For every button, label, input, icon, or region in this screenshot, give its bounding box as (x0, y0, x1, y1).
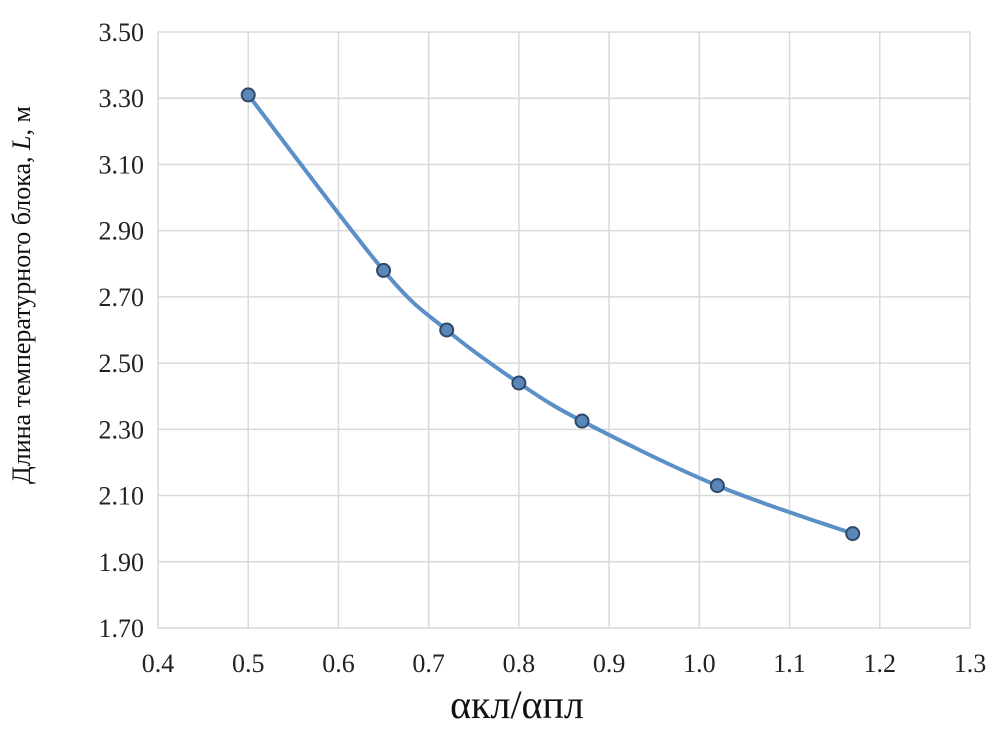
data-point (439, 322, 455, 338)
grid (157, 31, 971, 629)
series-group (240, 87, 861, 542)
y-axis-title-variable: L (7, 135, 36, 150)
y-tick-label: 2.50 (99, 349, 145, 378)
y-tick-labels: 1.70 1.90 2.10 2.30 2.50 2.70 2.90 3.10 3.30 3.50 (99, 18, 145, 643)
x-tick-label: 1.3 (954, 649, 987, 678)
x-tick-label: 1.0 (683, 649, 716, 678)
data-point (240, 87, 256, 103)
data-point (511, 375, 527, 391)
y-tick-label: 2.70 (99, 283, 145, 312)
y-tick-label: 3.50 (99, 18, 145, 47)
y-tick-label: 2.10 (99, 482, 145, 511)
y-tick-label: 2.90 (99, 217, 145, 246)
x-tick-label: 0.6 (322, 649, 355, 678)
x-tick-label: 1.2 (864, 649, 897, 678)
y-axis-title-text: Длина температурного блока, (7, 150, 36, 484)
x-tick-labels: 0.4 0.5 0.6 0.7 0.8 0.9 1.0 1.1 1.2 1.3 (142, 649, 987, 678)
x-tick-label: 0.5 (232, 649, 265, 678)
y-axis-title: Длина температурного блока, L, м (7, 106, 36, 484)
data-point (709, 478, 725, 494)
data-point (376, 262, 392, 278)
y-axis-title-unit: , м (7, 106, 36, 135)
x-tick-label: 0.8 (503, 649, 536, 678)
y-tick-label: 3.30 (99, 84, 145, 113)
x-tick-label: 0.7 (412, 649, 445, 678)
x-tick-label: 0.9 (593, 649, 626, 678)
data-point (574, 413, 590, 429)
y-tick-label: 3.10 (99, 150, 145, 179)
y-tick-label: 1.70 (99, 614, 145, 643)
y-tick-label: 2.30 (99, 415, 145, 444)
data-point (845, 526, 861, 542)
x-tick-label: 0.4 (142, 649, 175, 678)
y-tick-label: 1.90 (99, 548, 145, 577)
x-tick-label: 1.1 (773, 649, 806, 678)
x-axis-title: αкл/αпл (450, 682, 584, 727)
